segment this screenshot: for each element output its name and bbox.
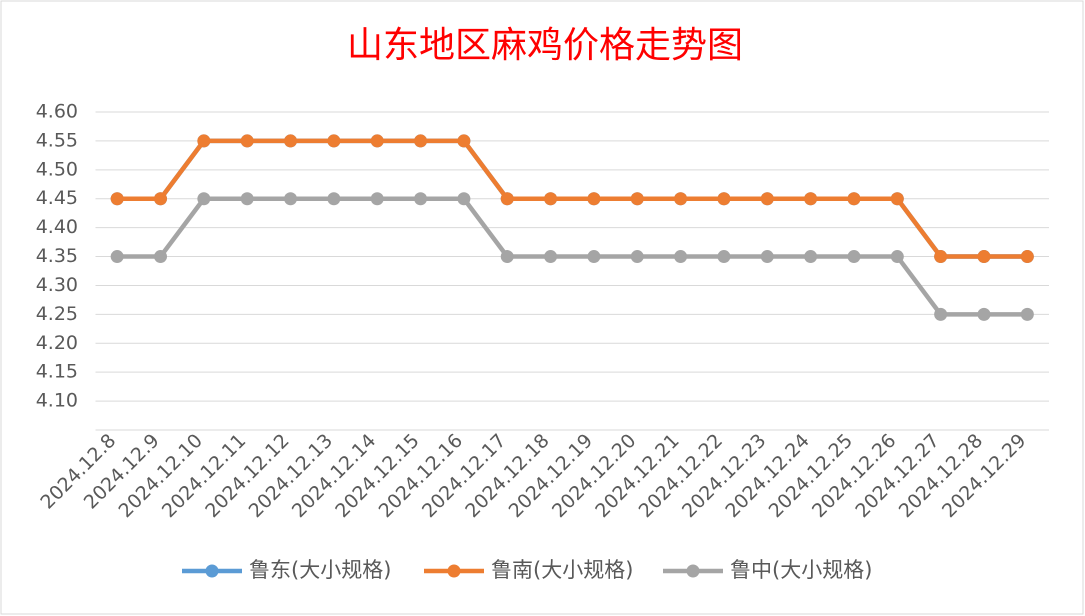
point [717, 192, 731, 206]
legend-label: 鲁东(大小规格) [249, 558, 391, 582]
point [500, 192, 514, 206]
point [457, 134, 471, 148]
point [934, 250, 948, 264]
point [197, 192, 211, 206]
point [154, 250, 168, 264]
point [110, 192, 124, 206]
point [804, 250, 818, 264]
point [544, 250, 558, 264]
legend-marker [447, 564, 461, 578]
y-tick-label: 4.40 [36, 216, 78, 238]
point [804, 192, 818, 206]
point [110, 250, 124, 264]
legend-label: 鲁中(大小规格) [730, 558, 872, 582]
point [760, 250, 774, 264]
point [934, 307, 948, 321]
point [674, 250, 688, 264]
y-tick-label: 4.45 [36, 187, 78, 209]
point [284, 134, 298, 148]
point [154, 192, 168, 206]
point [587, 250, 601, 264]
point [327, 134, 341, 148]
point [674, 192, 688, 206]
point [414, 134, 428, 148]
y-tick-label: 4.60 [36, 101, 78, 123]
point [370, 192, 384, 206]
legend-marker [686, 564, 700, 578]
point [587, 192, 601, 206]
point [327, 192, 341, 206]
series-line [117, 138, 1028, 259]
y-tick-label: 4.55 [36, 129, 78, 151]
point [847, 192, 861, 206]
series-line [117, 196, 1028, 317]
legend-marker [205, 564, 219, 578]
point [457, 192, 471, 206]
point [890, 250, 904, 264]
point [1020, 250, 1034, 264]
point [630, 250, 644, 264]
point [717, 250, 731, 264]
point [630, 192, 644, 206]
point [977, 250, 991, 264]
point [197, 134, 211, 148]
y-tick-label: 4.25 [36, 303, 78, 325]
chart-title: 山东地区麻鸡价格走势图 [347, 25, 743, 66]
point [370, 134, 384, 148]
point [284, 192, 298, 206]
point [847, 250, 861, 264]
y-tick-label: 4.30 [36, 274, 78, 296]
point [977, 307, 991, 321]
y-tick-label: 4.15 [36, 361, 78, 383]
y-tick-label: 4.50 [36, 158, 78, 180]
y-tick-label: 4.20 [36, 332, 78, 354]
point [414, 192, 428, 206]
y-tick-label: 4.35 [36, 245, 78, 267]
point [1020, 307, 1034, 321]
y-tick-label: 4.10 [36, 390, 78, 412]
point [240, 192, 254, 206]
legend-label: 鲁南(大小规格) [491, 558, 633, 582]
point [240, 134, 254, 148]
point [544, 192, 558, 206]
point [890, 192, 904, 206]
point [500, 250, 514, 264]
point [760, 192, 774, 206]
